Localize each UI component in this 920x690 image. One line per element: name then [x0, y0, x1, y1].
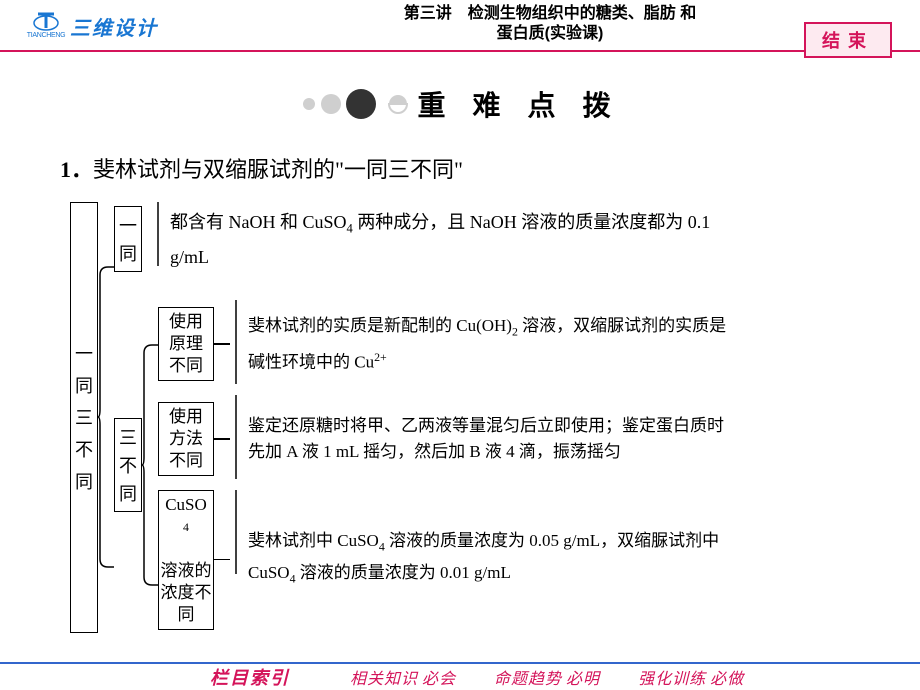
end-button[interactable]: 结束 — [804, 22, 892, 58]
footer-label: 栏目索引 — [210, 664, 290, 690]
logo-text-cn: 三维设计 — [70, 12, 158, 41]
connector-icon — [214, 395, 230, 484]
brand-logo: TIANCHENG 三维设计 — [28, 8, 158, 44]
logo-icon — [32, 8, 60, 32]
branch-1-label: 一同 — [114, 206, 142, 272]
footer-link-0[interactable]: 相关知识必会 — [350, 665, 456, 689]
leaf-1-content: 鉴定还原糖时将甲、乙两液等量混匀后立即使用；鉴定蛋白质时先加 A 液 1 mL … — [238, 411, 738, 467]
root-label: 一同三不同 — [70, 202, 98, 633]
leaf-2-content: 斐林试剂中 CuSO4 溶液的质量浓度为 0.05 g/mL，双缩脲试剂中 Cu… — [238, 526, 738, 593]
leaf-0-label: 使用原理不同 — [158, 307, 214, 381]
comparison-diagram: 一同三不同 一同 都含有 NaOH 和 CuSO4 两种成分，且 NaOH 溶液… — [70, 202, 920, 633]
decorative-circles-icon — [299, 88, 409, 120]
bracket-icon — [142, 297, 158, 633]
footer-nav: 栏目索引 相关知识必会 命题趋势必明 强化训练必做 — [0, 662, 920, 690]
branch-1-content: 都含有 NaOH 和 CuSO4 两种成分，且 NaOH 溶液的质量浓度都为 0… — [160, 202, 730, 277]
footer-link-2[interactable]: 强化训练必做 — [638, 665, 744, 689]
title-text: 重 难 点 拨 — [417, 84, 620, 124]
branch-2-label: 三不同 — [114, 418, 142, 512]
bracket-icon — [98, 202, 114, 633]
title-banner: 重 难 点 拨 — [0, 84, 920, 124]
leaf-2-label: CuSO4溶液的浓度不同 — [158, 490, 214, 630]
page-title: 第三讲 检测生物组织中的糖类、脂肪 和 蛋白质(实验课) — [330, 4, 770, 44]
connector-icon — [214, 490, 230, 630]
leaf-0-content: 斐林试剂的实质是新配制的 Cu(OH)2 溶液，双缩脲试剂的实质是碱性环境中的 … — [238, 311, 738, 378]
section-heading: 1．斐林试剂与双缩脲试剂的"一同三不同" — [60, 152, 920, 184]
connector-icon — [214, 300, 230, 389]
footer-link-1[interactable]: 命题趋势必明 — [494, 665, 600, 689]
leaf-1-label: 使用方法不同 — [158, 402, 214, 476]
logo-text-en: TIANCHENG — [27, 32, 66, 39]
